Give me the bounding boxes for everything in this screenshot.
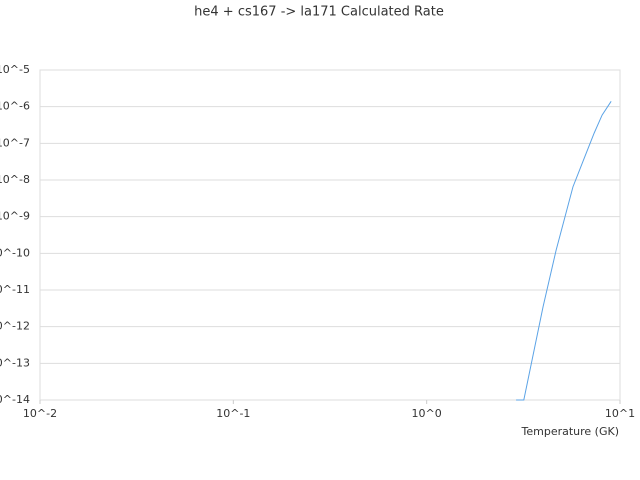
- x-tick-label: 10^0: [412, 407, 442, 420]
- x-tick-label: 10^-1: [216, 407, 250, 420]
- y-tick-label: 10^-5: [0, 63, 30, 76]
- line: [516, 101, 612, 401]
- y-tick-label: 10^-13: [0, 356, 30, 369]
- x-tick-label: 10^-2: [23, 407, 57, 420]
- y-tick-label: 10^-6: [0, 100, 30, 113]
- y-tick-label: 10^-8: [0, 173, 30, 186]
- y-tick-label: 10^-12: [0, 320, 30, 333]
- y-tick-label: 10^-11: [0, 283, 30, 296]
- plot-border: [39, 69, 621, 401]
- x-axis-label: Temperature (GK): [521, 425, 620, 438]
- chart-title: he4 + cs167 -> la171 Calculated Rate: [194, 5, 444, 20]
- y-tick-label: 10^-7: [0, 136, 30, 149]
- y-tick-label: 10^-10: [0, 246, 30, 259]
- x-tick-label: 10^1: [605, 407, 635, 420]
- y-tick-label: 10^-14: [0, 393, 30, 406]
- y-tick-label: 10^-9: [0, 210, 30, 223]
